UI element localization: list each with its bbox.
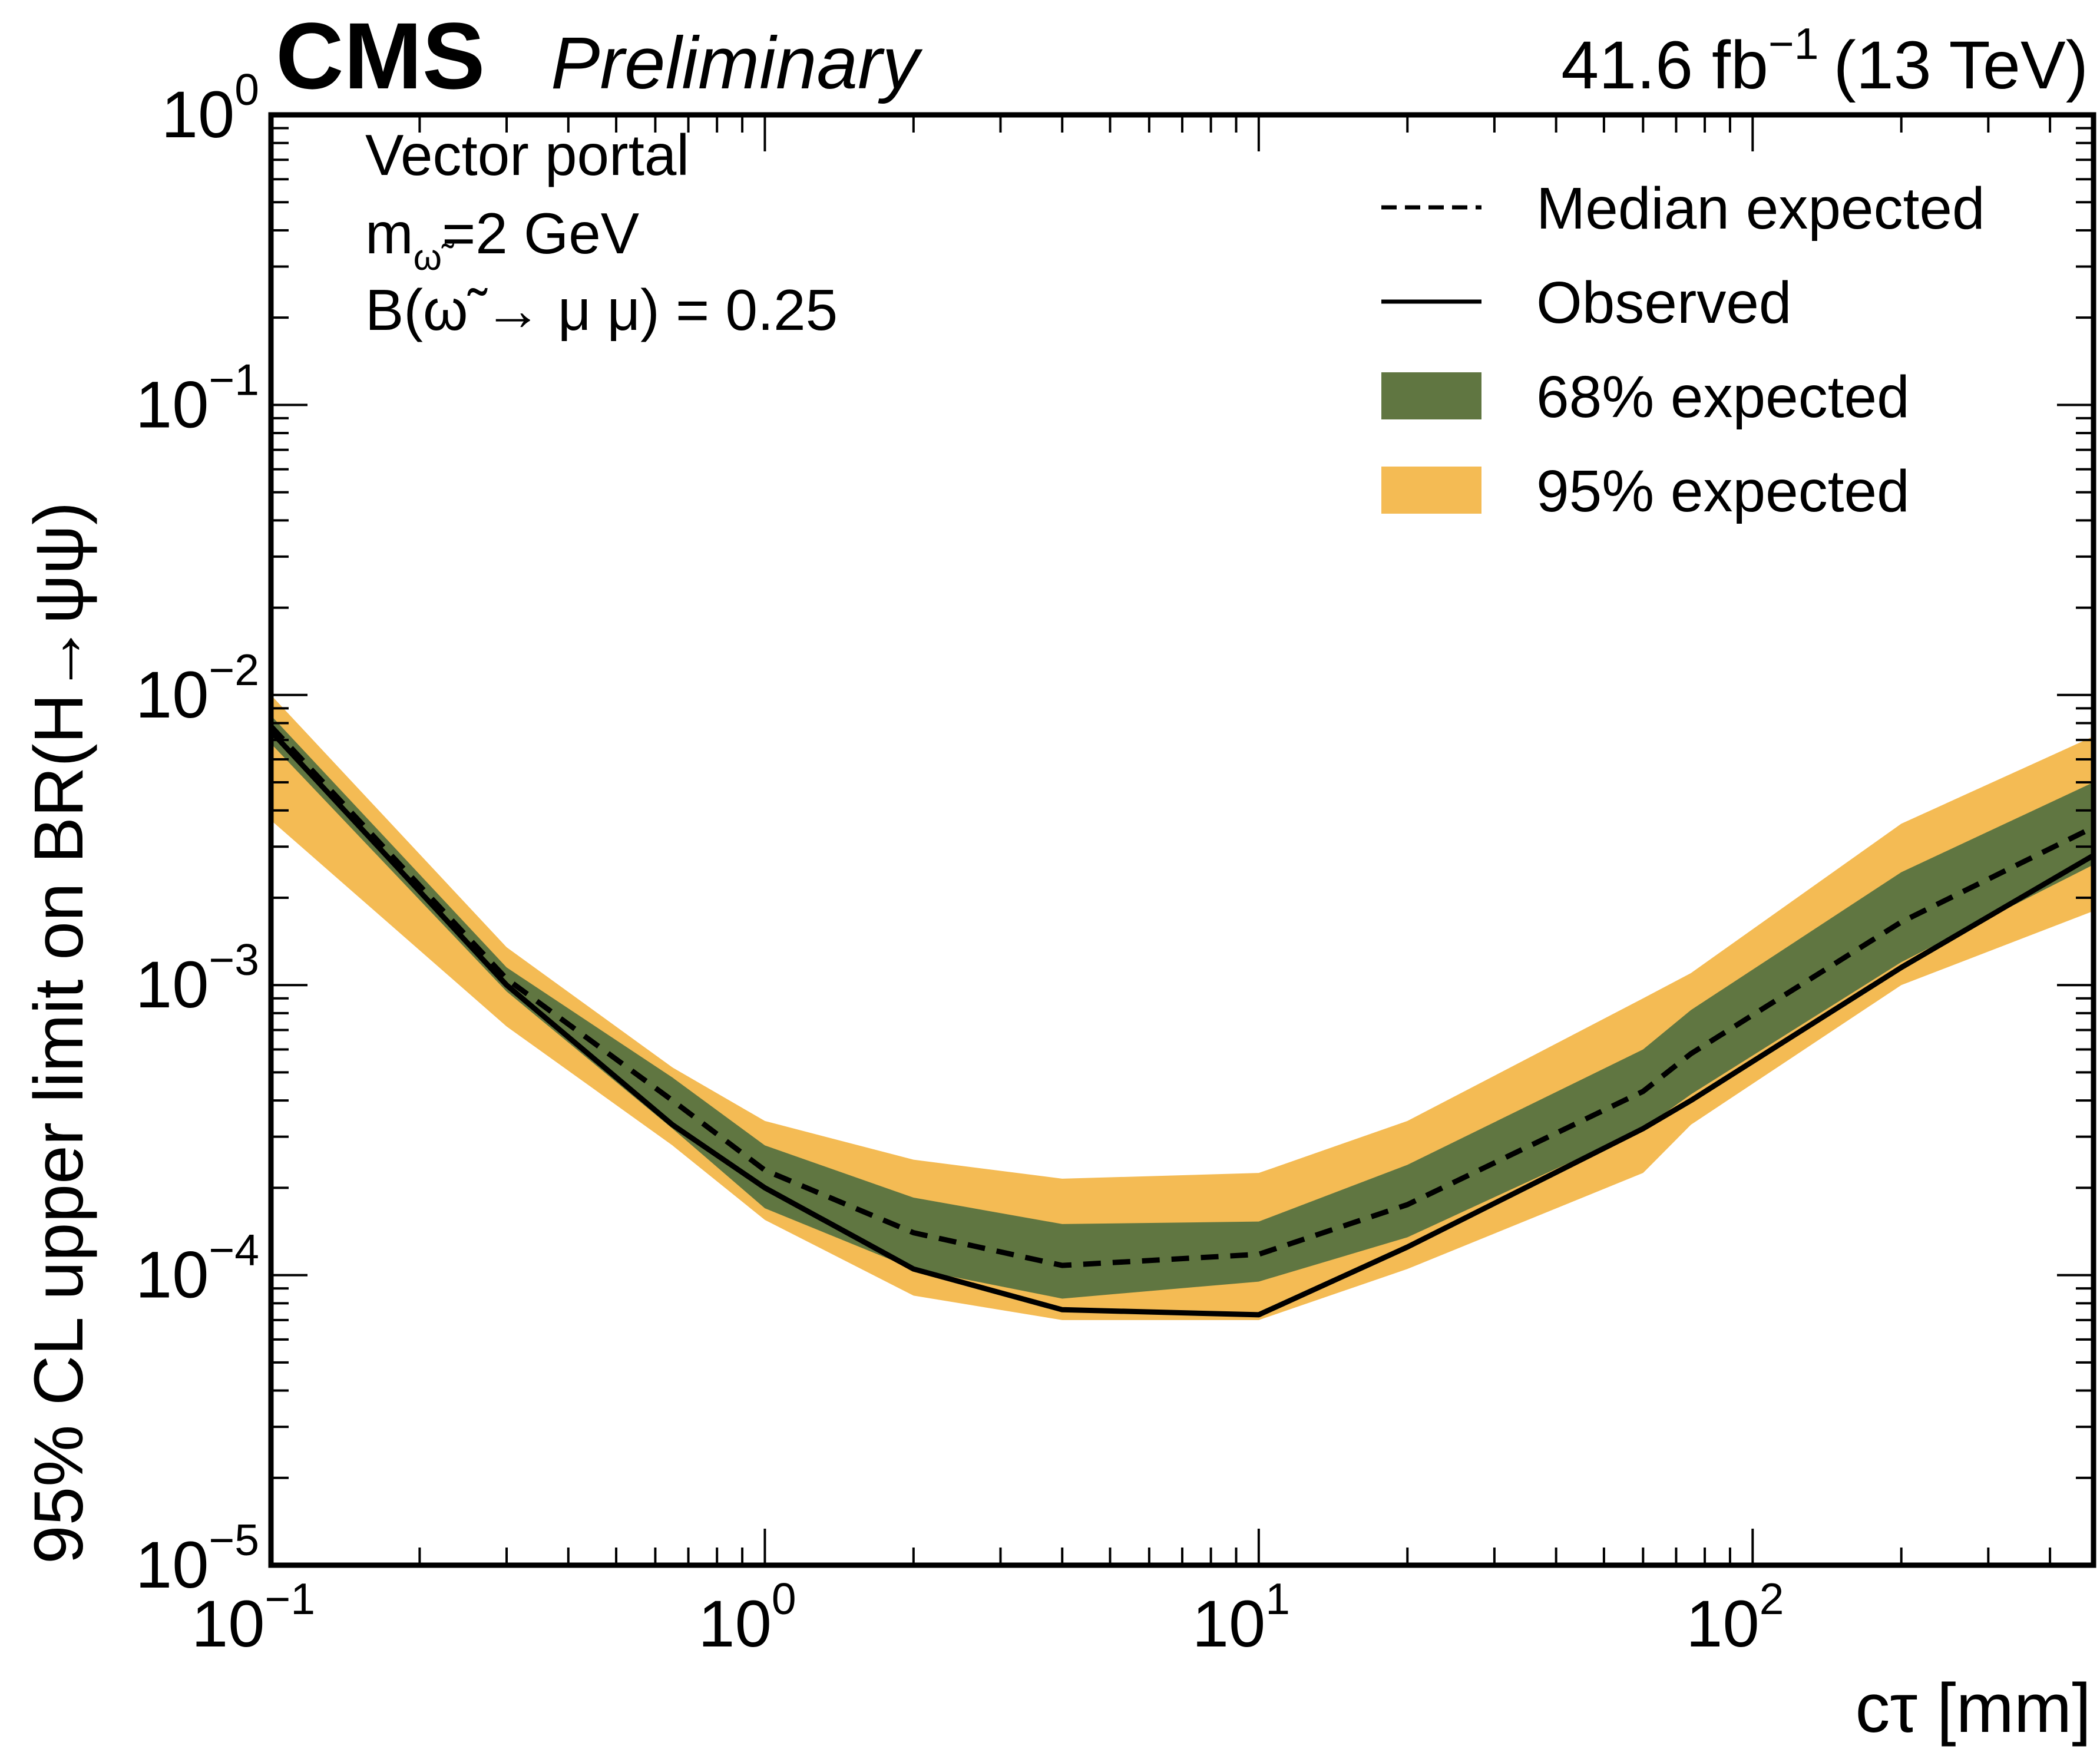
x-tick-label: 101 bbox=[1192, 1574, 1290, 1661]
y-tick-label-exponent: 0 bbox=[234, 65, 259, 114]
lumi-value: 41.6 fb bbox=[1561, 28, 1768, 103]
y-tick-label-base: 10 bbox=[161, 78, 235, 151]
x-tick-label: 100 bbox=[698, 1574, 796, 1661]
legend-item: 68% expected bbox=[1381, 364, 1910, 430]
y-tick-label-base: 10 bbox=[135, 1238, 209, 1312]
y-tick-label-exponent: −4 bbox=[209, 1225, 259, 1275]
y-tick-label: 10−4 bbox=[135, 1225, 259, 1312]
legend-band-swatch bbox=[1381, 372, 1481, 419]
x-tick-label-base: 10 bbox=[191, 1587, 265, 1661]
x-axis-label: cτ [mm] bbox=[1855, 1669, 2091, 1747]
y-tick-label-exponent: −3 bbox=[209, 935, 259, 984]
band-68-expected bbox=[271, 715, 2094, 1299]
y-tick-label-base: 10 bbox=[135, 948, 209, 1021]
x-tick-label: 102 bbox=[1686, 1574, 1784, 1661]
y-tick-label-exponent: −2 bbox=[209, 645, 259, 695]
status-label: Preliminary bbox=[551, 22, 923, 104]
energy-value: (13 TeV) bbox=[1833, 28, 2088, 103]
legend-item: Median expected bbox=[1381, 176, 1985, 242]
legend-label: Median expected bbox=[1536, 176, 1985, 242]
x-tick-labels: 10−1 100 101 102 bbox=[191, 1574, 1784, 1661]
experiment-label: CMS bbox=[276, 3, 485, 108]
legend-band-swatch bbox=[1381, 467, 1481, 514]
legend-item: Observed bbox=[1381, 270, 1792, 336]
x-tick-label-base: 10 bbox=[1192, 1587, 1266, 1661]
ticks-layer bbox=[270, 114, 2094, 1566]
y-tick-label: 100 bbox=[161, 65, 259, 151]
lumi-exponent: −1 bbox=[1768, 19, 1819, 68]
observed-line bbox=[269, 729, 2095, 1318]
y-tick-label: 10−3 bbox=[135, 935, 259, 1021]
annotation-branching: B(ω̃ → μ μ) = 0.25 bbox=[365, 277, 838, 342]
legend-label: Observed bbox=[1536, 270, 1792, 336]
annotation-mass: mω̃=2 GeV bbox=[365, 201, 639, 278]
annotation-mass-value: =2 GeV bbox=[442, 201, 639, 266]
x-tick-label-exponent: −1 bbox=[265, 1574, 316, 1624]
y-tick-label: 10−5 bbox=[135, 1515, 259, 1602]
x-tick-label-exponent: 2 bbox=[1760, 1574, 1784, 1624]
lines-layer bbox=[269, 724, 2095, 1318]
median-expected-line bbox=[269, 724, 2095, 1268]
y-tick-label-base: 10 bbox=[135, 1528, 209, 1602]
annotation-model: Vector portal bbox=[365, 123, 689, 187]
legend-label: 95% expected bbox=[1536, 458, 1910, 524]
y-axis-label: 95% CL upper limit on BR(H→ψψ) bbox=[20, 502, 98, 1564]
plot-frame bbox=[268, 112, 2096, 1568]
x-tick-label-base: 10 bbox=[698, 1587, 772, 1661]
x-tick-label-base: 10 bbox=[1686, 1587, 1760, 1661]
y-tick-label-exponent: −1 bbox=[209, 355, 259, 404]
legend-label: 68% expected bbox=[1536, 364, 1910, 430]
legend-item: 95% expected bbox=[1381, 458, 1910, 524]
y-tick-label-exponent: −5 bbox=[209, 1515, 259, 1565]
y-tick-label: 10−1 bbox=[135, 355, 259, 441]
x-tick-label: 10−1 bbox=[191, 1574, 315, 1661]
x-tick-label-exponent: 0 bbox=[772, 1574, 796, 1624]
y-tick-label: 10−2 bbox=[135, 645, 259, 732]
x-tick-label-exponent: 1 bbox=[1265, 1574, 1290, 1624]
y-tick-label-base: 10 bbox=[135, 658, 209, 732]
annotation-mass-symbol: m bbox=[365, 201, 414, 266]
y-tick-label-base: 10 bbox=[135, 368, 209, 441]
lumi-label: 41.6 fb−1 (13 TeV) bbox=[1561, 19, 2088, 103]
legend: Median expected Observed 68% expected 95% e… bbox=[1381, 176, 1985, 524]
